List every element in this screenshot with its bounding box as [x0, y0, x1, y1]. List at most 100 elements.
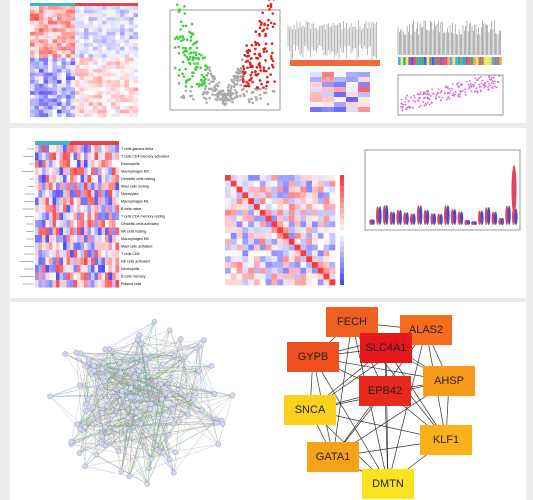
volcano-point [239, 83, 243, 87]
heatmap-cell [43, 6, 49, 10]
volcano-point [212, 77, 215, 80]
immune-cell [38, 280, 43, 288]
volcano-point [208, 82, 211, 85]
corr-cell [300, 233, 307, 239]
heatmap-cell [34, 54, 40, 58]
heatmap-cell [84, 98, 89, 103]
module-point [444, 85, 447, 88]
heatmap-cell [129, 20, 134, 25]
immune-cell [98, 257, 102, 266]
volcano-point [196, 56, 200, 60]
heatmap-cell [70, 113, 76, 118]
heatmap-cell [120, 68, 125, 73]
heatmap-cell [106, 113, 112, 118]
heatmap-cell [43, 91, 49, 95]
immune-cell [56, 242, 60, 251]
heatmap-cell [84, 109, 89, 114]
module-point [464, 91, 467, 94]
immune-cell [91, 235, 95, 243]
heatmap-cell [111, 76, 116, 81]
trait-cell [322, 102, 334, 107]
immune-cell [45, 227, 50, 236]
heatmap-cell [34, 83, 40, 88]
heatmap-cell [39, 87, 44, 92]
trait-cell [346, 77, 358, 82]
heatmap-cell [124, 57, 130, 62]
heatmap-cell [75, 68, 80, 73]
immune-cell [63, 175, 67, 183]
corr-cell [230, 198, 237, 205]
immune-cell [45, 250, 50, 258]
corr-cell [317, 262, 324, 268]
corr-cell [230, 279, 237, 286]
corr-cell [271, 250, 278, 257]
ppi-edge [79, 443, 103, 454]
module-color [442, 57, 445, 65]
ppi-node [93, 451, 100, 458]
ppi-edge [132, 339, 139, 370]
module-point [476, 90, 478, 93]
heatmap-cell [34, 80, 40, 84]
corr-cell [271, 279, 278, 286]
module-point [404, 96, 407, 99]
immune-cell [49, 227, 53, 236]
corr-cell [265, 256, 272, 263]
volcano-point [200, 84, 204, 87]
corr-cell [277, 250, 284, 257]
gene-node [326, 307, 378, 337]
network-edge [385, 347, 389, 485]
volcano-point [225, 98, 229, 101]
volcano-point [255, 96, 258, 100]
immune-cell [38, 272, 43, 281]
immune-cell [70, 167, 74, 176]
ppi-edge [130, 396, 174, 473]
violin [423, 209, 427, 226]
immune-cell [87, 160, 92, 168]
heatmap-cell [124, 109, 130, 114]
heatmap-cell [129, 57, 134, 62]
ppi-edge [139, 334, 197, 349]
corr-cell [225, 227, 231, 234]
immune-cell [52, 227, 57, 236]
violin [487, 207, 491, 225]
heatmap-cell [133, 65, 139, 69]
heatmap-cell [120, 9, 125, 14]
heatmap-cell [97, 50, 103, 55]
corr-cell [329, 262, 336, 268]
immune-cell [115, 272, 120, 281]
volcano-point [249, 57, 253, 60]
corr-cell [265, 198, 272, 205]
heatmap-cell [61, 35, 67, 40]
corr-cell [236, 175, 243, 181]
ppi-edge [133, 355, 175, 398]
ppi-edge [129, 452, 164, 477]
heatmap-cell [48, 83, 53, 88]
heatmap-cell [102, 83, 107, 88]
heatmap-cell [102, 91, 107, 95]
heatmap-cell [52, 57, 58, 62]
volcano-point [247, 84, 251, 88]
immune-cell [91, 227, 95, 236]
immune-cell [52, 242, 57, 251]
heatmap-cell [133, 105, 139, 110]
heatmap-cell [57, 39, 62, 44]
module-point [468, 85, 471, 88]
heatmap-cell [43, 105, 49, 110]
corr-cell [225, 215, 231, 222]
immune-cell [98, 160, 102, 168]
heatmap-cell [39, 105, 44, 110]
immune-cell [49, 250, 53, 258]
immune-cell [112, 265, 116, 273]
immune-cell [66, 205, 71, 213]
heatmap-cell [84, 65, 89, 69]
corr-cell [259, 227, 266, 234]
heatmap-cell [52, 54, 58, 58]
heatmap-cell [120, 6, 125, 10]
gene-node [420, 425, 472, 455]
violin [376, 206, 380, 225]
corr-cell [329, 192, 336, 199]
heatmap-cell [79, 61, 85, 66]
corr-cell [294, 250, 301, 257]
heatmap-cell [129, 87, 134, 92]
module-point [437, 88, 440, 91]
